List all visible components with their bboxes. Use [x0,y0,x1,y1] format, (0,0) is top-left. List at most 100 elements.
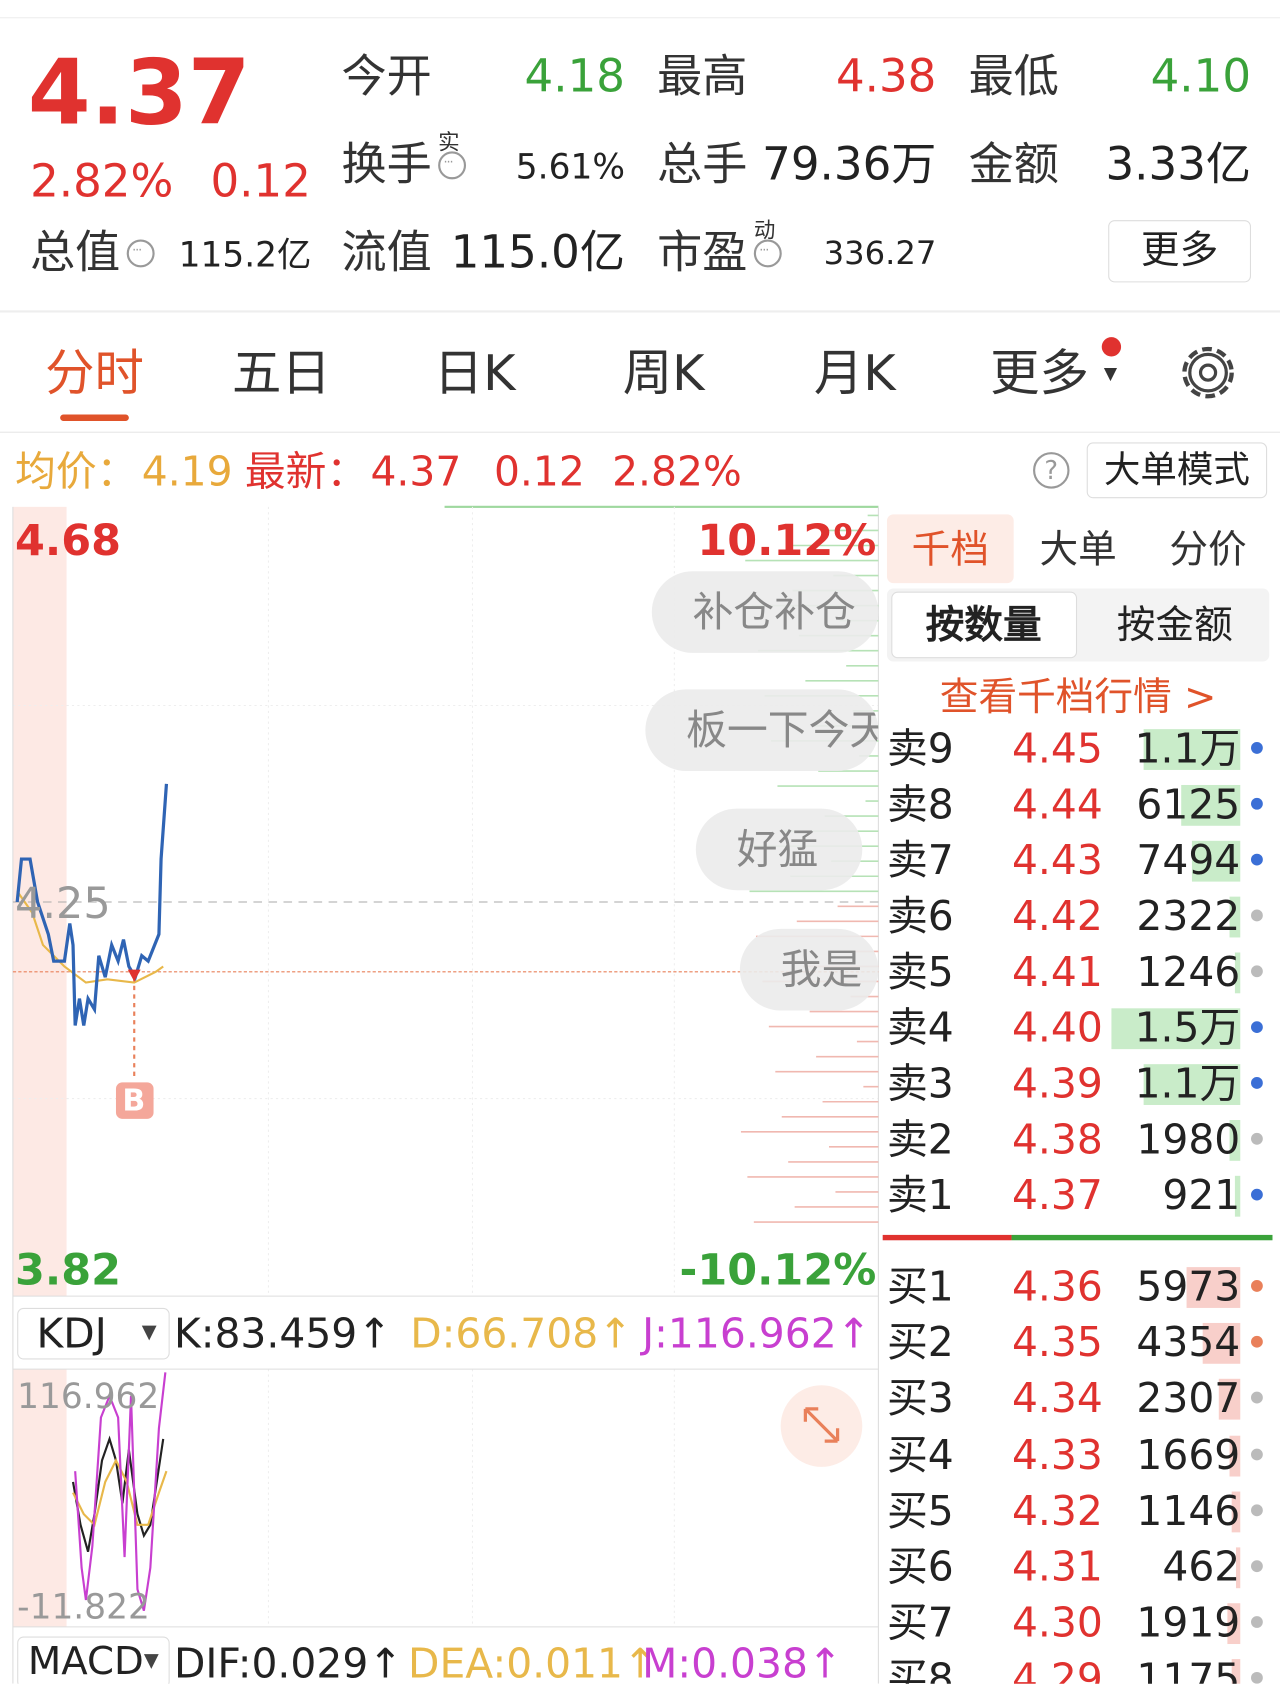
level-price: 4.41 [1011,948,1103,996]
tab[interactable]: 周K [622,343,705,402]
level-volume: 5973 [1136,1262,1241,1311]
volume-bar [1218,1379,1241,1421]
volume-bar [1111,1008,1241,1050]
macd-dea: DEA:0.011↑ [408,1639,658,1684]
level-dot [1251,1132,1263,1145]
level-volume: 2322 [1136,892,1241,940]
level-price: 4.33 [1011,1430,1103,1479]
book-tab[interactable]: 分价 [1169,528,1247,573]
level-name: 卖5 [886,948,954,996]
latest-label: 最新： [244,447,368,496]
level-price: 4.36 [1011,1262,1103,1311]
tab[interactable]: 更多 [990,343,1089,402]
level-dot [1251,909,1263,922]
tab[interactable]: 分时 [45,343,144,402]
stat-label: 最低 [968,49,1059,103]
volume-bar [1202,1323,1241,1364]
level-price: 4.45 [1011,724,1103,773]
separator-red [882,1234,1012,1241]
level-volume: 1669 [1136,1430,1241,1479]
level-dot [1251,1188,1263,1201]
more-button[interactable]: 更多 [1108,220,1252,283]
book-link[interactable]: 查看千档行情 > [939,675,1217,720]
volume-bar [1181,784,1241,826]
tab[interactable]: 月K [813,343,896,402]
level-volume: 4354 [1136,1318,1241,1367]
help-icon[interactable]: ? [1033,452,1070,489]
avg-label: 均价： [15,447,138,496]
stat-label: 市盈 [657,225,748,279]
info-icon[interactable] [438,151,467,180]
level-volume: 1980 [1136,1115,1241,1163]
stat-value: 79.36万 [762,137,937,191]
stat-sup: 动 [753,216,776,243]
level-volume: 921 [1162,1171,1241,1219]
level-name: 买6 [886,1543,954,1591]
level-dot [1251,742,1263,754]
level-name: 卖3 [886,1059,954,1108]
macd-m: M:0.038↑ [642,1639,843,1684]
dropdown-arrow: ▼ [141,1320,157,1344]
kdj-axis-top: 116.962 [17,1375,160,1417]
volume-bar [1231,1491,1241,1533]
level-dot [1251,1560,1263,1573]
separator-green [1011,1234,1273,1241]
book-tab[interactable]: 大单 [1039,528,1117,573]
pct-bottom: -10.12% [679,1245,877,1296]
level-dot [1251,965,1263,978]
tab[interactable]: 五日 [231,343,331,402]
stat-value: 4.38 [835,49,937,103]
settings-icon[interactable] [1177,341,1239,403]
volume-bar [1234,1175,1241,1217]
macd-select[interactable] [17,1636,170,1684]
comment-bubble: 好猛 [695,808,863,891]
book-subtab[interactable]: 按数量 [925,603,1042,648]
comment-bubble: 补仓补仓 [651,571,879,653]
book-tab[interactable]: 千档 [911,528,989,573]
comment-bubble: 板一下今天 [645,689,879,772]
level-volume: 462 [1162,1543,1241,1591]
level-name: 卖9 [886,724,954,773]
divider [0,431,1280,433]
level-volume: 1.1万 [1134,1059,1241,1108]
book-subtab[interactable]: 按金额 [1116,603,1233,648]
stat-label: 流值 [341,225,432,279]
latest-value: 4.37 [370,447,462,496]
tab-bg [886,514,1014,584]
volume-bar [1143,1064,1241,1105]
badge [1101,337,1122,357]
volume-bar [1235,1547,1241,1589]
level-name: 卖2 [886,1115,954,1163]
kdj-name: KDJ [36,1310,107,1358]
level-dot [1251,1672,1263,1684]
macd-name: MACD [27,1639,144,1684]
volume-bar [1191,840,1241,882]
mode-button[interactable]: 大单模式 [1086,442,1268,499]
y-bottom: 3.82 [15,1245,122,1296]
latest-change-pct: 2.82% [612,447,742,496]
level-price: 4.39 [1011,1059,1103,1108]
dropdown-arrow: ▼ [143,1649,159,1672]
level-price: 4.44 [1011,780,1103,828]
kdj-k: K:83.459↑ [173,1310,392,1358]
kdj-select[interactable] [17,1307,170,1360]
info-icon[interactable] [126,239,155,268]
level-price: 4.30 [1011,1599,1103,1647]
level-price: 4.38 [1011,1115,1103,1163]
y-mid: 4.25 [15,879,111,929]
volume-bar [1227,1603,1241,1645]
tab[interactable]: 日K [433,343,516,402]
info-icon[interactable] [753,239,782,268]
stat-value: 115.2亿 [178,234,312,275]
level-volume: 1146 [1136,1487,1241,1535]
level-name: 买5 [886,1487,954,1535]
level-price: 4.37 [1011,1171,1103,1219]
level-dot [1251,1280,1263,1292]
level-volume: 6125 [1136,780,1241,828]
level-volume: 2307 [1136,1374,1241,1423]
level-volume: 1246 [1136,948,1241,996]
level-dot [1251,1616,1263,1629]
level-volume: 7494 [1136,836,1241,884]
stat-label: 今开 [341,49,432,103]
